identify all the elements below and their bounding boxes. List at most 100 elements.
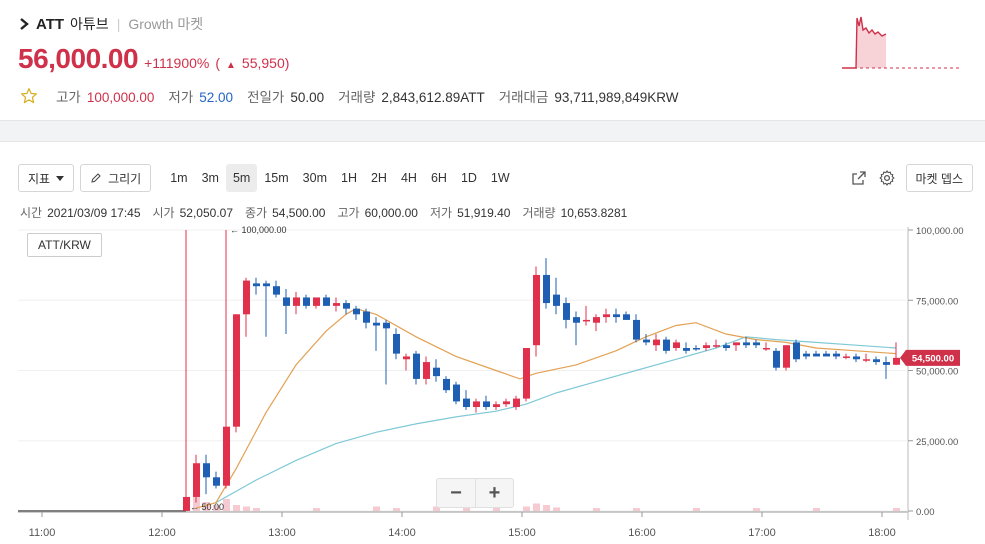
info-value: 52,050.07 <box>179 206 233 220</box>
info-value: 2021/03/09 17:45 <box>47 206 141 220</box>
tf-2h[interactable]: 2H <box>370 171 387 185</box>
candle-body <box>403 356 410 360</box>
zoom-out-button[interactable]: − <box>450 481 462 504</box>
stat-volume: 거래량 2,843,612.89ATT <box>338 86 485 106</box>
volume-bar <box>753 508 760 511</box>
info-label: 고가 <box>337 206 360 220</box>
candle-body <box>553 294 560 306</box>
settings-gear-icon[interactable] <box>878 169 896 187</box>
stat-prev-close: 전일가 50.00 <box>247 86 324 106</box>
timeframe-group: 1m 3m 5m 15m 30m 1H 2H 4H 6H 1D 1W <box>163 164 516 192</box>
info-label: 저가 <box>429 206 453 220</box>
volume-bar <box>253 508 260 511</box>
tf-6h[interactable]: 6H <box>430 171 447 185</box>
candle-body <box>633 319 640 340</box>
candle-body <box>183 496 190 511</box>
stat-label: 고가 <box>56 90 81 105</box>
tf-1m[interactable]: 1m <box>170 171 188 185</box>
zoom-in-button[interactable]: + <box>475 479 513 507</box>
volume-bar <box>553 507 560 511</box>
candle-body <box>873 359 880 363</box>
candle-body <box>453 384 460 402</box>
candle-body <box>533 274 540 346</box>
low-annotation: ← 50.00 <box>190 502 224 512</box>
candle-body <box>773 350 780 368</box>
volume-bar <box>633 508 640 511</box>
star-icon[interactable] <box>20 87 38 105</box>
candle-body <box>223 426 230 486</box>
candle-layer <box>18 230 900 512</box>
x-tick-label: 15:00 <box>508 527 536 539</box>
candlestick-chart[interactable]: 100,000.00 75,000.00 50,000.00 25,000.00 0.0… <box>0 142 985 544</box>
stat-value: 2,843,612.89 <box>381 90 461 105</box>
draw-label: 그리기 <box>108 171 142 186</box>
x-tick-label: 13:00 <box>268 527 296 539</box>
stat-low: 저가 52.00 <box>168 86 233 106</box>
candle-body <box>733 342 740 346</box>
market-label: Growth 마켓 <box>128 16 204 32</box>
tf-1d[interactable]: 1D <box>460 171 477 185</box>
tf-4h[interactable]: 4H <box>400 171 417 185</box>
stat-value: 93,711,989,849 <box>554 90 648 105</box>
stat-trade-value: 거래대금 93,711,989,849KRW <box>499 86 679 106</box>
pair-label: ATT/KRW <box>27 233 102 257</box>
ticker-row: ATT 아튜브 | Growth 마켓 <box>18 14 203 34</box>
candle-body <box>273 286 280 295</box>
candle-body <box>293 297 300 306</box>
candle-body <box>723 345 730 349</box>
tf-3m[interactable]: 3m <box>201 171 219 185</box>
tf-5m[interactable]: 5m <box>225 164 258 192</box>
candle-body <box>563 303 570 320</box>
market-depth-label: 마켓 뎁스 <box>915 171 964 186</box>
candle-body <box>513 398 520 408</box>
volume-bar <box>523 506 530 511</box>
tf-1h[interactable]: 1H <box>341 171 357 185</box>
candle-body <box>353 308 360 315</box>
candle-body <box>543 274 550 304</box>
candle-body <box>813 353 820 357</box>
volume-bar <box>393 508 400 511</box>
popout-icon[interactable] <box>850 169 868 187</box>
candle-body <box>493 404 500 408</box>
candle-body <box>783 345 790 368</box>
tf-1w[interactable]: 1W <box>490 171 510 185</box>
indicator-dropdown[interactable]: 지표 <box>18 164 75 192</box>
market-depth-button[interactable]: 마켓 뎁스 <box>905 164 973 192</box>
candle-body <box>503 401 510 405</box>
indicator-label: 지표 <box>28 171 51 186</box>
chevron-right-icon[interactable] <box>18 17 30 31</box>
volume-bar <box>223 499 230 511</box>
change-percent: +111900% <box>144 55 210 71</box>
annotation-layer: ← 100,000.00 ← 50.00 54,500.00 <box>190 225 960 512</box>
high-annotation: ← 100,000.00 <box>230 225 287 235</box>
candle-body <box>343 303 350 309</box>
chart-toolbar: 지표 그리기 1m 3m 5m 15m 30m 1H 2H 4H 6H 1D 1… <box>18 164 973 192</box>
candle-body <box>883 362 890 365</box>
x-tick-label: 12:00 <box>148 527 176 539</box>
volume-bar <box>533 503 540 511</box>
draw-button[interactable]: 그리기 <box>80 164 152 192</box>
candle-body <box>573 317 580 323</box>
zoom-controls: − + <box>436 478 514 508</box>
grid-layer <box>18 229 908 512</box>
stat-label: 전일가 <box>247 90 285 105</box>
x-tick-label: 18:00 <box>868 527 896 539</box>
candle-body <box>823 353 830 357</box>
candle-body <box>193 463 200 497</box>
tf-30m[interactable]: 30m <box>302 171 327 185</box>
candle-body <box>643 339 650 343</box>
candle-body <box>593 317 600 323</box>
mini-price-chart <box>842 16 960 69</box>
volume-bar <box>373 506 380 511</box>
stat-value: 50.00 <box>290 90 325 105</box>
candle-body <box>263 283 270 287</box>
candle-body <box>653 339 660 346</box>
candle-body <box>243 280 250 315</box>
info-time: 시간 2021/03/09 17:45 <box>20 204 141 221</box>
last-price-label: 54,500.00 <box>912 353 954 364</box>
candle-body <box>613 314 620 318</box>
moving-average-layer <box>195 308 897 509</box>
tf-15m[interactable]: 15m <box>264 171 289 185</box>
candle-body <box>203 463 210 478</box>
stat-value: 100,000.00 <box>86 90 155 105</box>
